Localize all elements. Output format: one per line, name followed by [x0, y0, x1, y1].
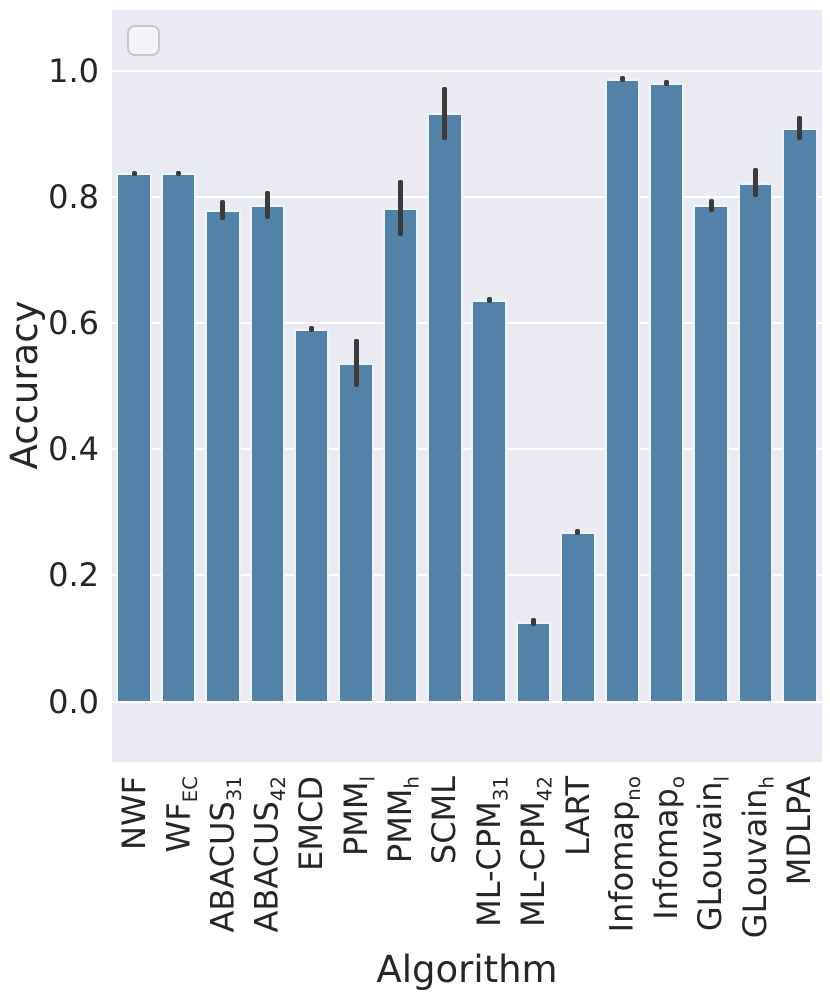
legend-box: [127, 25, 160, 56]
error-bar: [264, 191, 270, 220]
bar-EMCD: [293, 328, 330, 702]
error-bar: [397, 180, 403, 236]
x-tick-label-LART: LART: [558, 776, 597, 856]
error-bar: [619, 76, 625, 83]
gridline-y-0: [112, 700, 822, 703]
x-tick-label-ML-CPM42: ML-CPM42: [514, 776, 557, 927]
y-tick-label-0.2: 0.2: [48, 556, 99, 595]
error-bar: [220, 199, 226, 220]
bar-PMMh: [382, 207, 419, 702]
bar-GLouvainl: [693, 205, 729, 702]
error-bar: [797, 115, 803, 140]
bar-ML-CPM31: [471, 299, 507, 702]
bar-Infomapo: [648, 82, 685, 702]
error-bar: [131, 170, 137, 176]
y-tick-label-0.4: 0.4: [48, 430, 99, 469]
error-bar: [664, 79, 670, 87]
error-bar: [442, 86, 448, 140]
error-bar: [752, 168, 758, 198]
error-bar: [531, 618, 537, 626]
error-bar: [176, 170, 182, 176]
x-tick-label-EMCD: EMCD: [292, 776, 331, 871]
x-axis-label: Algorithm: [376, 948, 558, 991]
bar-WFEC: [160, 173, 197, 702]
x-tick-label-SCML: SCML: [425, 776, 464, 865]
x-tick-label-NWF: NWF: [114, 776, 153, 850]
bar-Infomapno: [604, 79, 641, 702]
bar-LART: [560, 531, 596, 702]
error-bar: [708, 198, 714, 212]
y-tick-label-1.0: 1.0: [48, 52, 99, 90]
gridline-y-0.4: [112, 448, 822, 451]
bar-GLouvainh: [737, 182, 774, 702]
plot-area: [112, 10, 822, 762]
x-tick-label-ML-CPM31: ML-CPM31: [469, 776, 513, 927]
bar-ABACUS31: [205, 209, 241, 702]
bar-PMMl: [338, 362, 374, 702]
x-tick-label-PMMh: PMMh: [380, 776, 424, 864]
bar-SCML: [427, 113, 463, 702]
x-tick-label-WFEC: WFEC: [159, 776, 202, 853]
y-tick-label-0.6: 0.6: [48, 304, 99, 343]
error-bar: [309, 325, 315, 333]
bar-NWF: [116, 173, 152, 702]
x-tick-label-PMMl: PMMl: [336, 776, 379, 857]
bar-ABACUS42: [249, 205, 286, 702]
x-tick-label-Infomapo: Infomapo: [647, 776, 690, 920]
x-tick-label-GLouvainl: GLouvainl: [691, 776, 734, 932]
gridline-y-1: [112, 70, 822, 72]
error-bar: [353, 338, 359, 387]
error-bar: [575, 528, 581, 536]
y-axis-label: Accuracy: [3, 300, 46, 470]
bar-MDLPA: [782, 127, 818, 702]
y-tick-label-0.8: 0.8: [48, 178, 99, 217]
gridline-y-0.8: [112, 196, 822, 199]
y-tick-label-0.0: 0.0: [48, 682, 99, 721]
x-tick-label-ABACUS31: ABACUS31: [203, 776, 246, 933]
gridline-y-0.6: [112, 322, 822, 325]
bar-ML-CPM42: [515, 622, 552, 702]
x-tick-label-ABACUS42: ABACUS42: [247, 776, 291, 933]
x-tick-label-MDLPA: MDLPA: [780, 776, 819, 886]
gridline-y-0.2: [112, 574, 822, 577]
x-tick-label-Infomapno: Infomapno: [602, 776, 646, 933]
error-bar: [486, 296, 492, 304]
x-tick-label-GLouvainh: GLouvainh: [735, 776, 779, 939]
